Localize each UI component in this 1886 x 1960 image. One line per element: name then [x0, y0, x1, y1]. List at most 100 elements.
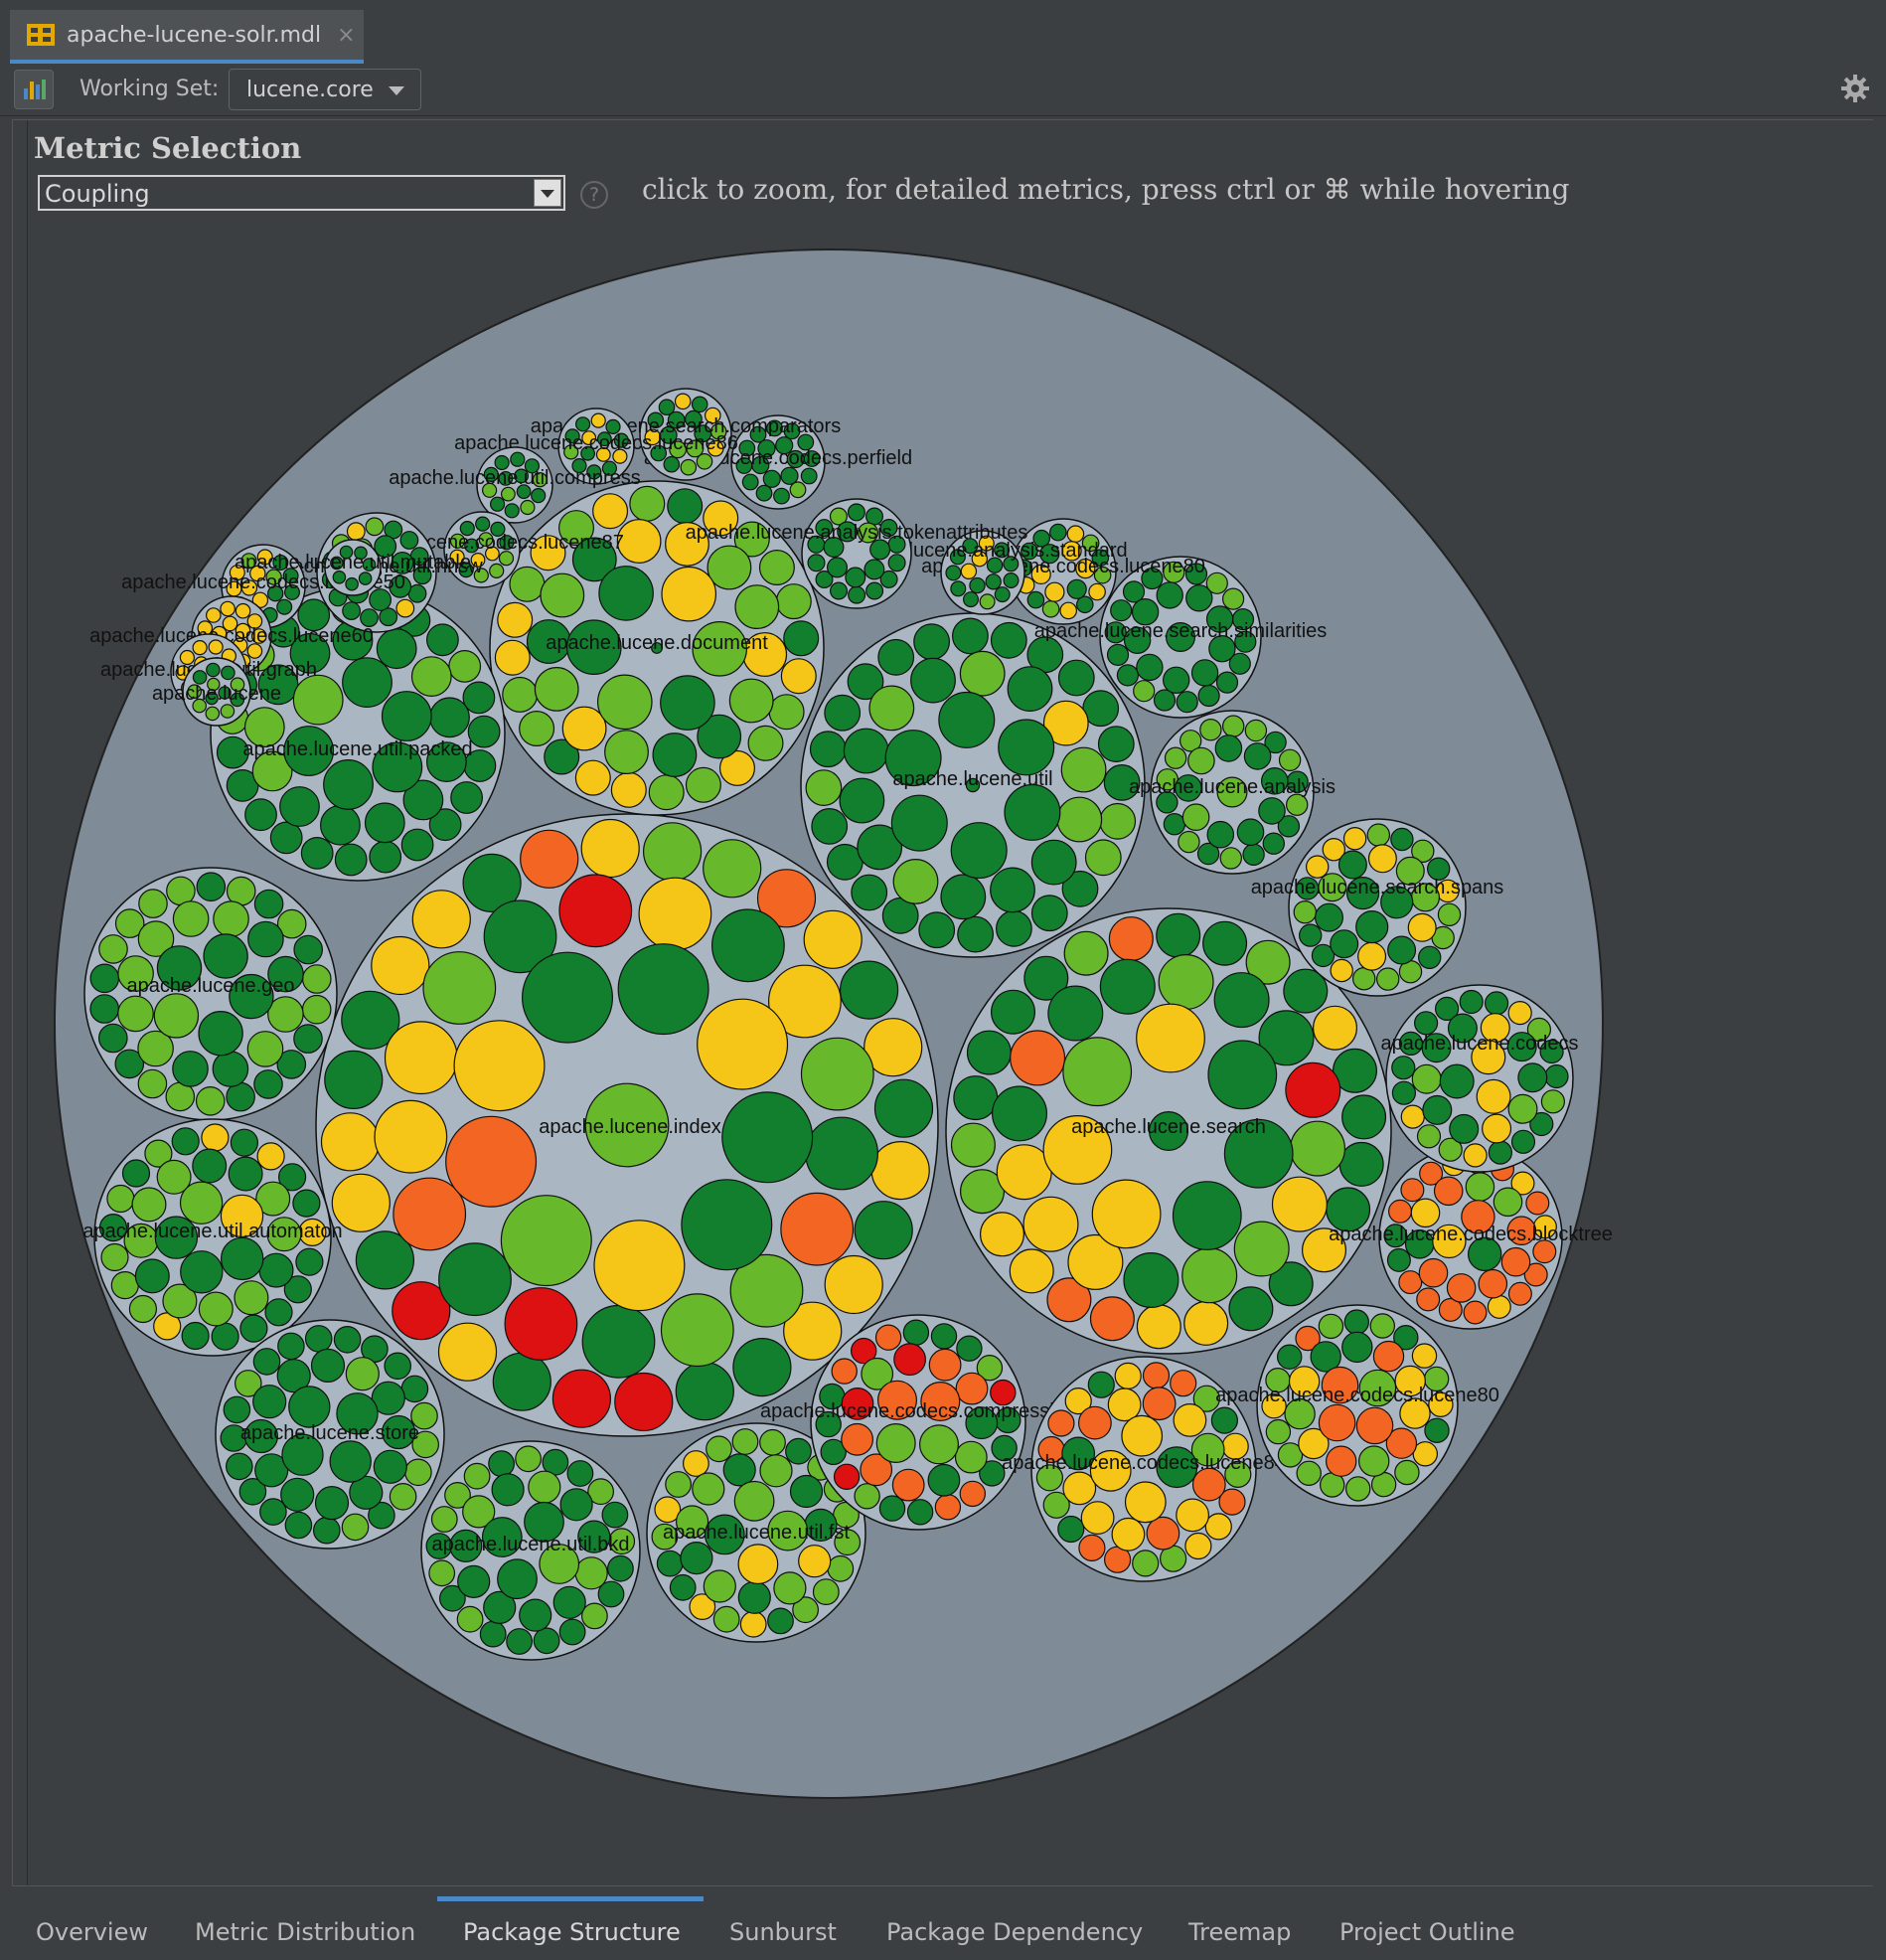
package-bubble[interactable]: apache.lucene.search — [945, 907, 1392, 1355]
class-circle[interactable] — [785, 1437, 812, 1465]
chart-toggle-button[interactable] — [14, 70, 54, 109]
class-circle[interactable] — [1148, 1110, 1188, 1151]
class-circle[interactable] — [1400, 1178, 1425, 1203]
class-circle[interactable] — [786, 449, 805, 469]
package-bubble[interactable]: apache.lucene.codecs.lucene80 — [921, 518, 1205, 625]
class-circle[interactable] — [488, 1450, 516, 1477]
class-circle[interactable] — [756, 869, 817, 928]
working-set-dropdown[interactable]: lucene.core — [229, 69, 421, 110]
class-circle[interactable] — [833, 1463, 861, 1491]
class-circle[interactable] — [448, 650, 482, 683]
class-circle[interactable] — [519, 1598, 552, 1632]
class-circle[interactable] — [1187, 746, 1215, 775]
class-circle[interactable] — [1544, 1063, 1569, 1089]
class-circle[interactable] — [738, 439, 756, 457]
class-circle[interactable] — [1385, 1427, 1418, 1459]
class-circle[interactable] — [411, 1430, 439, 1459]
class-circle[interactable] — [1416, 1124, 1442, 1149]
class-circle[interactable] — [1284, 1397, 1316, 1430]
class-circle[interactable] — [766, 419, 783, 437]
class-circle[interactable] — [1062, 1037, 1133, 1107]
class-circle[interactable] — [685, 409, 703, 428]
class-circle[interactable] — [533, 1627, 560, 1655]
class-circle[interactable] — [1380, 886, 1414, 919]
class-circle[interactable] — [601, 1501, 629, 1529]
class-circle[interactable] — [590, 412, 606, 428]
class-circle[interactable] — [694, 424, 712, 443]
class-circle[interactable] — [722, 1453, 756, 1487]
class-circle[interactable] — [1418, 1257, 1449, 1288]
class-circle[interactable] — [962, 591, 979, 608]
class-circle[interactable] — [1165, 621, 1195, 652]
class-circle[interactable] — [1410, 1198, 1441, 1228]
class-circle[interactable] — [1318, 1403, 1356, 1442]
gear-icon[interactable] — [1840, 74, 1870, 103]
class-circle[interactable] — [1507, 1093, 1538, 1124]
class-circle[interactable] — [246, 643, 263, 659]
class-circle[interactable] — [223, 1395, 251, 1424]
package-bubble[interactable]: apache.lucene.index — [315, 813, 939, 1437]
class-circle[interactable] — [1163, 813, 1186, 836]
class-circle[interactable] — [1176, 1498, 1209, 1533]
class-circle[interactable] — [453, 1020, 546, 1112]
class-circle[interactable] — [1394, 1365, 1426, 1397]
class-circle[interactable] — [1285, 1062, 1341, 1118]
class-circle[interactable] — [1026, 590, 1045, 609]
class-circle[interactable] — [280, 1477, 315, 1512]
package-bubble[interactable]: apache.lucene.analysis — [1129, 710, 1336, 875]
class-circle[interactable] — [959, 650, 1006, 697]
class-circle[interactable] — [718, 749, 755, 786]
class-circle[interactable] — [616, 519, 662, 564]
class-circle[interactable] — [491, 1473, 525, 1507]
class-circle[interactable] — [1076, 595, 1094, 614]
class-circle[interactable] — [276, 1359, 311, 1393]
class-circle[interactable] — [196, 872, 227, 901]
class-circle[interactable] — [349, 1475, 384, 1510]
class-circle[interactable] — [1032, 529, 1050, 548]
class-circle[interactable] — [733, 521, 770, 558]
class-circle[interactable] — [773, 1571, 807, 1605]
class-circle[interactable] — [481, 1517, 523, 1557]
class-circle[interactable] — [206, 607, 222, 623]
class-circle[interactable] — [504, 1287, 578, 1361]
class-circle[interactable] — [516, 484, 532, 500]
package-bubble[interactable]: apache.lucene.util.packed — [210, 585, 506, 882]
class-circle[interactable] — [1207, 1040, 1278, 1110]
class-circle[interactable] — [1422, 1094, 1453, 1125]
class-circle[interactable] — [332, 570, 347, 584]
class-circle[interactable] — [137, 1068, 168, 1099]
class-circle[interactable] — [1228, 652, 1251, 675]
class-circle[interactable] — [669, 440, 687, 459]
class-circle[interactable] — [138, 889, 168, 918]
class-circle[interactable] — [1030, 564, 1051, 585]
class-circle[interactable] — [906, 1499, 934, 1526]
class-circle[interactable] — [1351, 967, 1376, 991]
class-circle[interactable] — [969, 576, 986, 594]
class-circle[interactable] — [884, 730, 942, 787]
class-circle[interactable] — [502, 676, 539, 713]
class-circle[interactable] — [292, 1189, 321, 1218]
class-circle[interactable] — [558, 1618, 586, 1646]
class-circle[interactable] — [1088, 582, 1106, 601]
class-circle[interactable] — [222, 615, 238, 632]
package-bubble[interactable]: apache.lucene.search.spans — [1251, 818, 1504, 997]
package-bubble[interactable]: apache.lucene.geo — [83, 867, 338, 1121]
class-circle[interactable] — [986, 557, 1004, 573]
class-circle[interactable] — [498, 551, 515, 567]
class-circle[interactable] — [1447, 1013, 1478, 1044]
class-circle[interactable] — [1261, 1392, 1287, 1419]
class-circle[interactable] — [731, 1428, 759, 1455]
class-circle[interactable] — [1510, 1129, 1536, 1154]
class-circle[interactable] — [1047, 985, 1104, 1042]
class-circle[interactable] — [767, 1510, 809, 1552]
tab-overview[interactable]: Overview — [36, 1918, 148, 1946]
class-circle[interactable] — [240, 553, 257, 570]
class-circle[interactable] — [1438, 1137, 1463, 1162]
class-circle[interactable] — [918, 1424, 959, 1465]
class-circle[interactable] — [293, 934, 323, 965]
class-circle[interactable] — [1004, 783, 1061, 841]
class-circle[interactable] — [839, 960, 899, 1020]
class-circle[interactable] — [1044, 581, 1065, 602]
class-circle[interactable] — [192, 1148, 228, 1184]
class-circle[interactable] — [1184, 563, 1208, 585]
